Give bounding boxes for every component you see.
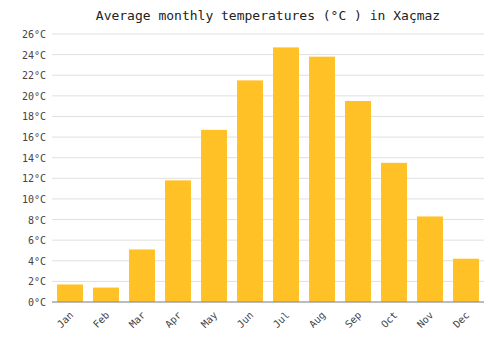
grid-line bbox=[52, 34, 484, 35]
bar bbox=[165, 180, 191, 302]
chart-svg: Average monthly temperatures (°C ) in Xa… bbox=[0, 0, 500, 350]
bar bbox=[309, 57, 335, 302]
grid-line bbox=[52, 157, 484, 158]
y-tick-label: 12°C bbox=[22, 173, 46, 184]
x-tick-label: Sep bbox=[343, 309, 364, 330]
y-tick-label: 2°C bbox=[28, 276, 46, 287]
grid bbox=[52, 34, 484, 302]
y-axis: 0°C 2°C 4°C 6°C 8°C 10°C 12°C 14°C 16°C 18°C 20°C 2… bbox=[22, 29, 46, 308]
bar bbox=[345, 101, 371, 302]
grid-line bbox=[52, 302, 484, 303]
bar bbox=[381, 163, 407, 302]
grid-line bbox=[52, 198, 484, 199]
y-tick-label: 20°C bbox=[22, 91, 46, 102]
x-tick-label: Mar bbox=[127, 309, 148, 330]
grid-line bbox=[52, 137, 484, 138]
chart-title: Average monthly temperatures (°C ) in Xa… bbox=[96, 8, 440, 23]
grid-line bbox=[52, 178, 484, 179]
bar bbox=[93, 288, 119, 302]
bar bbox=[417, 216, 443, 302]
bars bbox=[57, 47, 479, 302]
x-tick-label: Feb bbox=[91, 309, 112, 330]
grid-line bbox=[52, 54, 484, 55]
x-tick-label: Jan bbox=[55, 309, 76, 330]
y-tick-label: 26°C bbox=[22, 29, 46, 40]
y-tick-label: 16°C bbox=[22, 132, 46, 143]
y-tick-label: 22°C bbox=[22, 70, 46, 81]
x-tick-label: Jul bbox=[271, 309, 292, 330]
y-tick-label: 4°C bbox=[28, 256, 46, 267]
bar bbox=[273, 47, 299, 302]
y-tick-label: 0°C bbox=[28, 297, 46, 308]
y-tick-label: 10°C bbox=[22, 194, 46, 205]
grid-line bbox=[52, 95, 484, 96]
x-axis-line bbox=[52, 302, 484, 303]
bar bbox=[201, 130, 227, 302]
x-tick-label: Apr bbox=[163, 309, 184, 330]
x-tick-label: Oct bbox=[379, 309, 400, 330]
x-tick-label: Jun bbox=[235, 309, 256, 330]
y-tick-label: 14°C bbox=[22, 153, 46, 164]
x-tick-label: Aug bbox=[307, 309, 328, 330]
bar bbox=[57, 284, 83, 302]
x-tick-label: Dec bbox=[451, 309, 472, 330]
bar bbox=[237, 80, 263, 302]
y-tick-label: 6°C bbox=[28, 235, 46, 246]
x-axis: Jan Feb Mar Apr May Jun Jul Aug Sep Oct Nov Dec bbox=[55, 309, 472, 330]
chart-container: Average monthly temperatures (°C ) in Xa… bbox=[0, 0, 500, 350]
grid-line bbox=[52, 116, 484, 117]
y-tick-label: 8°C bbox=[28, 215, 46, 226]
grid-line bbox=[52, 75, 484, 76]
x-tick-label: Nov bbox=[415, 309, 436, 330]
y-tick-label: 24°C bbox=[22, 50, 46, 61]
x-tick-label: May bbox=[199, 309, 220, 330]
y-tick-label: 18°C bbox=[22, 111, 46, 122]
bar bbox=[129, 249, 155, 302]
bar bbox=[453, 259, 479, 302]
